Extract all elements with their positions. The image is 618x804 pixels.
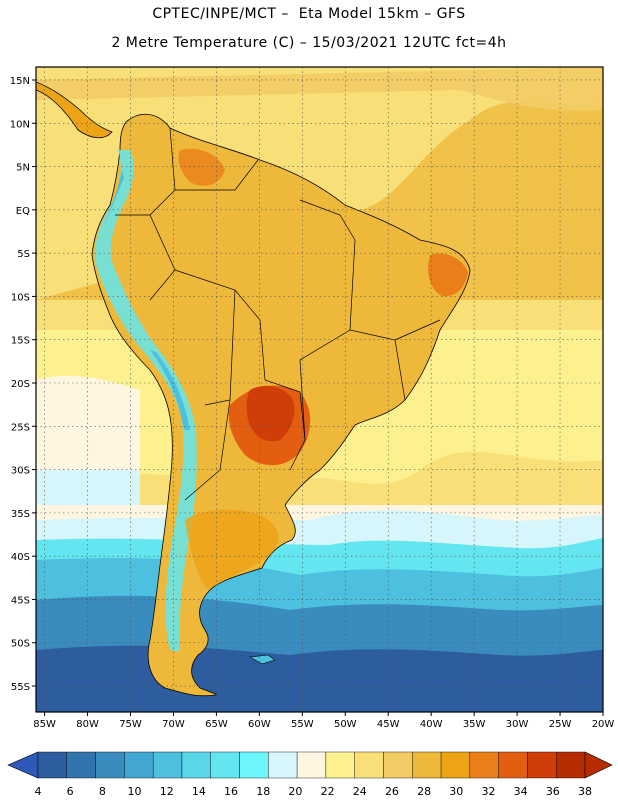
colorbar-label: 38 [578,785,592,798]
colorbar-swatch [440,751,471,779]
colorbar-label: 14 [192,785,206,798]
lat-label: 5N [16,163,30,174]
andes-peaks [102,170,190,430]
lon-label: 75W [119,719,142,730]
hottest-core [246,385,295,442]
lon-label: 45W [377,719,400,730]
lat-label: 10N [10,119,30,130]
colorbar-swatch [469,751,499,779]
colorbar-swatch [124,751,154,779]
lat-label: 50S [11,639,30,650]
lat-label: 5S [17,249,30,260]
lat-label: 25S [11,422,30,433]
lon-label: 20W [592,719,615,730]
map-field [36,67,603,712]
lat-label: 10S [11,292,30,303]
falkland-islands [249,654,276,665]
colorbar-label: 12 [160,785,174,798]
colorbar-label: 20 [288,785,302,798]
lon-label: 30W [506,719,529,730]
title-line-1: CPTEC/INPE/MCT – Eta Model 15km – GFS [152,6,466,22]
colorbar-swatch [181,751,211,779]
lat-label: 30S [11,466,30,477]
colorbar-swatch [152,751,183,779]
lat-label: 55S [11,682,30,693]
patagonia-warm [185,509,279,590]
lat-label: 40S [11,552,30,563]
colorbar-label: 32 [481,785,495,798]
lon-label: 70W [162,719,185,730]
lon-label: 25W [549,719,572,730]
colorbar-label: 26 [385,785,399,798]
longitude-axis: 85W 80W 75W 70W 65W 60W 55W 50W 45W 40W 35W 30W 25W 2… [33,712,614,730]
colorbar-swatch [412,751,442,779]
colorbar-label: 24 [353,785,367,798]
lon-label: 50W [334,719,357,730]
andes-cold-zone [94,150,197,652]
colorbar-high-arrow [584,751,613,779]
colorbar-swatch [498,751,528,779]
colorbar-swatch [268,751,298,779]
colorbar-swatch [239,751,269,779]
map-frame [35,66,604,713]
ne-brazil-warm [428,253,468,297]
colorbar-swatch [210,751,240,779]
lon-label: 80W [76,719,99,730]
lat-label: 35S [11,509,30,520]
amazon-warm-spot [178,148,225,186]
colorbar-label: 10 [128,785,142,798]
colorbar-swatch [95,751,125,779]
lon-label: 40W [420,719,443,730]
colorbar-low-arrow [7,751,39,779]
latitude-axis: 15N 10N 5N EQ 5S 10S 15S 20S 25S 30S 35S 40S 45S 50S 5… [10,76,36,693]
colorbar-label: 22 [321,785,335,798]
warm-ocean-band [36,100,603,300]
colorbar: 4 6 8 10 12 14 16 18 20 22 24 26 28 30 32 34 36 38 [7,751,613,798]
title-line-2: 2 Metre Temperature (C) – 15/03/2021 12U… [111,35,507,51]
colorbar-swatch [556,751,586,779]
colorbar-label: 30 [449,785,463,798]
lon-label: 55W [291,719,314,730]
colorbar-swatch [66,751,96,779]
north-band [36,67,603,111]
central-america [36,81,113,139]
pacific-cream-band [36,375,140,470]
graticule [36,67,604,712]
colorbar-swatch [527,751,557,779]
colorbar-label: 18 [256,785,270,798]
colorbar-label: 36 [546,785,560,798]
colorbar-label: 28 [417,785,431,798]
colorbar-swatch [37,751,67,779]
colorbar-label: 4 [35,785,42,798]
band-4 [36,645,603,712]
colorbar-swatch [325,751,355,779]
colorbar-swatch [296,751,327,779]
colorbar-label: 16 [224,785,238,798]
lon-label: 35W [463,719,486,730]
lat-label: 45S [11,595,30,606]
colorbar-swatch [383,751,413,779]
lat-label: 20S [11,379,30,390]
colorbar-label: 8 [99,785,106,798]
colorbar-label: 6 [67,785,74,798]
lat-label: EQ [16,206,30,217]
lat-label: 15N [10,76,30,87]
colorbar-swatch [354,751,384,779]
lat-label: 15S [11,336,30,347]
lon-label: 65W [205,719,228,730]
lon-label: 85W [33,719,56,730]
lon-label: 60W [248,719,271,730]
colorbar-label: 34 [514,785,528,798]
